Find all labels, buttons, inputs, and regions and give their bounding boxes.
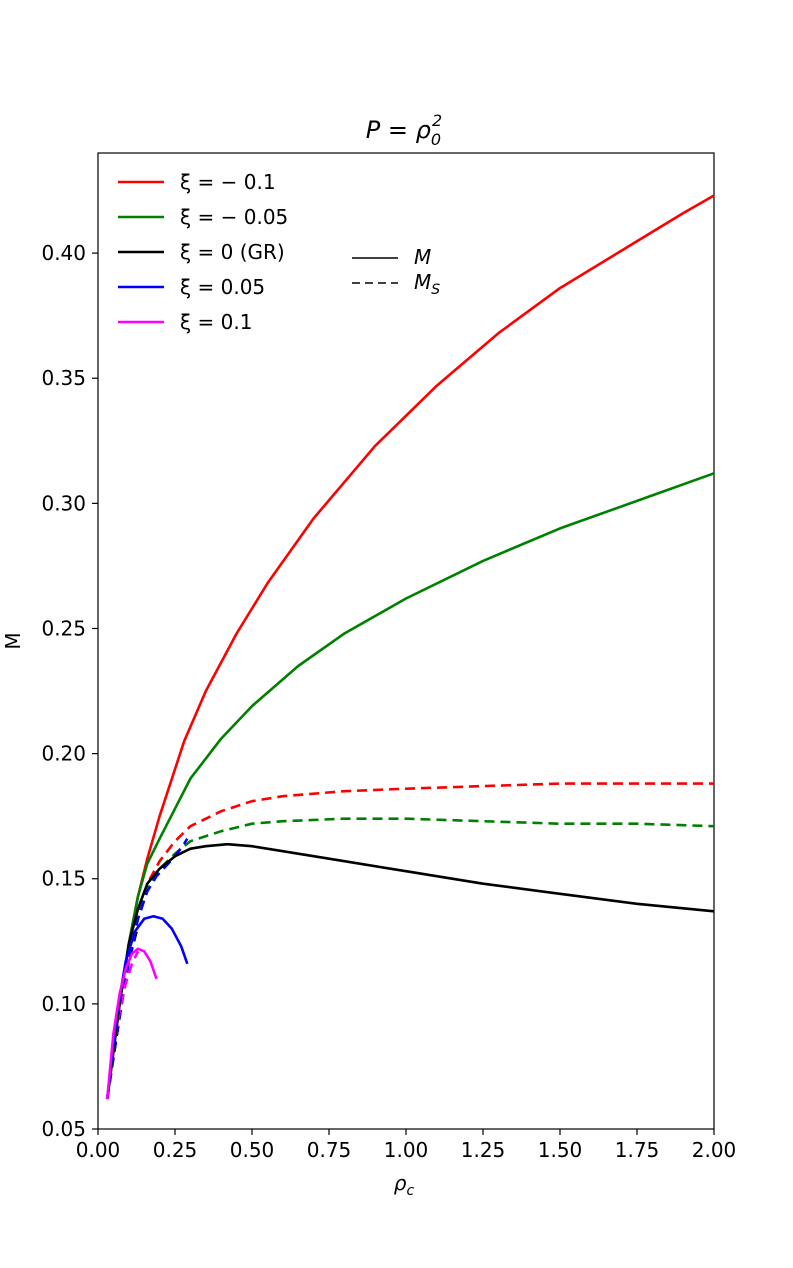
style-legend-solid-label: M bbox=[414, 245, 431, 269]
series-line-ms-3 bbox=[105, 838, 189, 1100]
x-axis: 0.00 0.25 0.50 0.75 1.00 1.25 1.50 1.75 2.00 bbox=[76, 1129, 737, 1162]
legend-label: ξ = 0 (GR) bbox=[180, 240, 285, 264]
chart-title-main: P = ρ bbox=[366, 116, 431, 144]
y-tick-label: 0.10 bbox=[41, 992, 86, 1016]
x-tick-label: 1.75 bbox=[615, 1138, 660, 1162]
x-tick-label: 0.75 bbox=[307, 1138, 352, 1162]
series-line-ms-1 bbox=[105, 817, 715, 1100]
chart-title-sup: 2 bbox=[432, 111, 442, 130]
style-legend-dashed-label-main: M bbox=[414, 270, 431, 294]
y-tick-label: 0.35 bbox=[41, 366, 86, 390]
chart-title-sub: 0 bbox=[431, 130, 441, 149]
legend-label: ξ = − 0.05 bbox=[180, 205, 288, 229]
x-tick-label: 2.00 bbox=[692, 1138, 737, 1162]
y-axis: 0.05 0.10 0.15 0.20 0.25 0.30 0.35 0.40 bbox=[41, 241, 98, 1141]
x-axis-label: ρc bbox=[394, 1171, 415, 1199]
x-tick-label: 1.00 bbox=[384, 1138, 429, 1162]
x-axis-label-sub: c bbox=[407, 1183, 415, 1199]
y-tick-label: 0.05 bbox=[41, 1117, 86, 1141]
x-axis-label-main: ρ bbox=[394, 1171, 407, 1195]
style-legend: M MS bbox=[352, 245, 440, 298]
plot-area bbox=[97, 152, 715, 1130]
y-tick-label: 0.30 bbox=[41, 491, 86, 515]
x-tick-label: 0.00 bbox=[76, 1138, 121, 1162]
y-tick-label: 0.40 bbox=[41, 241, 86, 265]
legend: ξ = − 0.1 ξ = − 0.05 ξ = 0 (GR) ξ = 0.05 ξ =… bbox=[118, 170, 288, 334]
x-tick-label: 1.50 bbox=[538, 1138, 583, 1162]
series-line-ms-0 bbox=[105, 782, 714, 1100]
style-legend-dashed-label-sub: S bbox=[431, 282, 440, 298]
chart-title: P = ρ02 bbox=[366, 111, 442, 149]
series-layer bbox=[105, 194, 715, 1100]
x-tick-label: 1.25 bbox=[461, 1138, 506, 1162]
legend-label: ξ = 0.1 bbox=[180, 310, 252, 334]
legend-label: ξ = 0.05 bbox=[180, 275, 265, 299]
series-line-m-2 bbox=[105, 842, 715, 1100]
x-tick-label: 0.25 bbox=[153, 1138, 198, 1162]
y-tick-label: 0.25 bbox=[41, 616, 86, 640]
x-tick-label: 0.50 bbox=[230, 1138, 275, 1162]
series-line-ms-4 bbox=[105, 950, 140, 1100]
style-legend-dashed-label: MS bbox=[414, 270, 440, 298]
series-line-m-4 bbox=[105, 947, 158, 1100]
y-axis-label: M bbox=[1, 632, 25, 649]
series-line-m-1 bbox=[105, 472, 715, 1100]
series-line-m-3 bbox=[105, 914, 189, 1100]
y-tick-label: 0.15 bbox=[41, 867, 86, 891]
y-tick-label: 0.20 bbox=[41, 742, 86, 766]
legend-label: ξ = − 0.1 bbox=[180, 170, 276, 194]
